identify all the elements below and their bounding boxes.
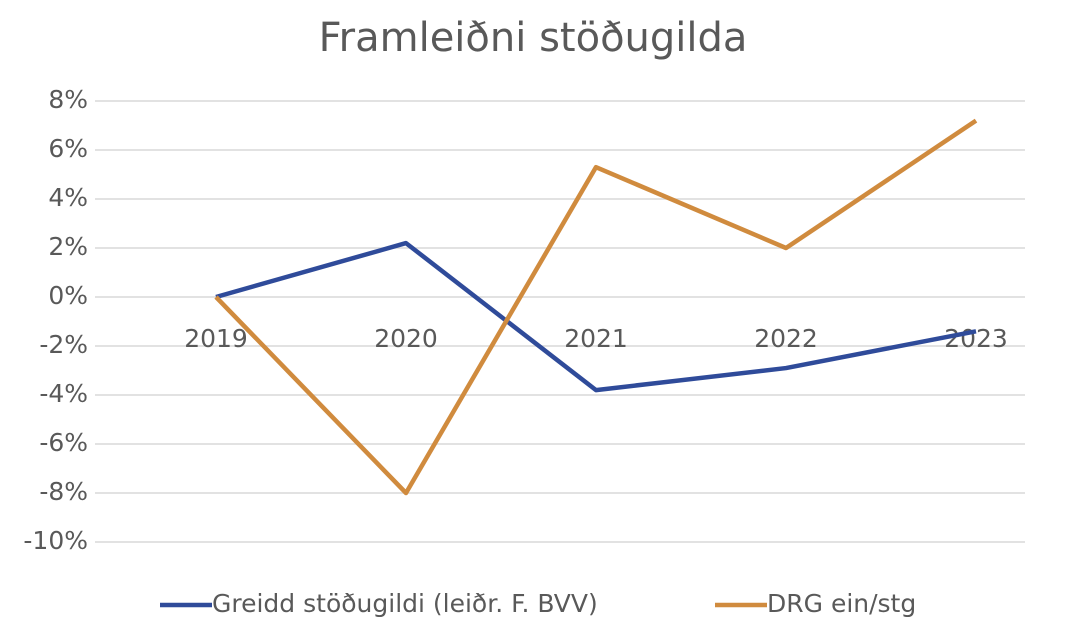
line (214, 118, 978, 496)
x-tick-label: 2022 (754, 324, 818, 353)
y-tick-label: 4% (48, 183, 88, 212)
y-tick-label: -2% (39, 330, 88, 359)
y-tick-label: 6% (48, 134, 88, 163)
chart-title: Framleiðni stöðugilda (319, 15, 748, 61)
y-tick-label: 2% (48, 232, 88, 261)
y-tick-label: -4% (39, 379, 88, 408)
x-tick-label: 2023 (944, 324, 1008, 353)
y-tick-label: 0% (48, 281, 88, 310)
line (215, 240, 977, 393)
x-tick-label: 2020 (374, 324, 438, 353)
legend-label: DRG ein/stg (767, 589, 916, 617)
y-tick-label: -8% (39, 477, 88, 506)
legend-label: Greidd stöðugildi (leiðr. F. BVV) (212, 589, 598, 617)
x-tick-label: 2021 (564, 324, 628, 353)
x-tick-label: 2019 (184, 324, 248, 353)
y-tick-label: -10% (23, 526, 88, 555)
y-tick-label: -6% (39, 428, 88, 457)
y-tick-label: 8% (48, 85, 88, 114)
